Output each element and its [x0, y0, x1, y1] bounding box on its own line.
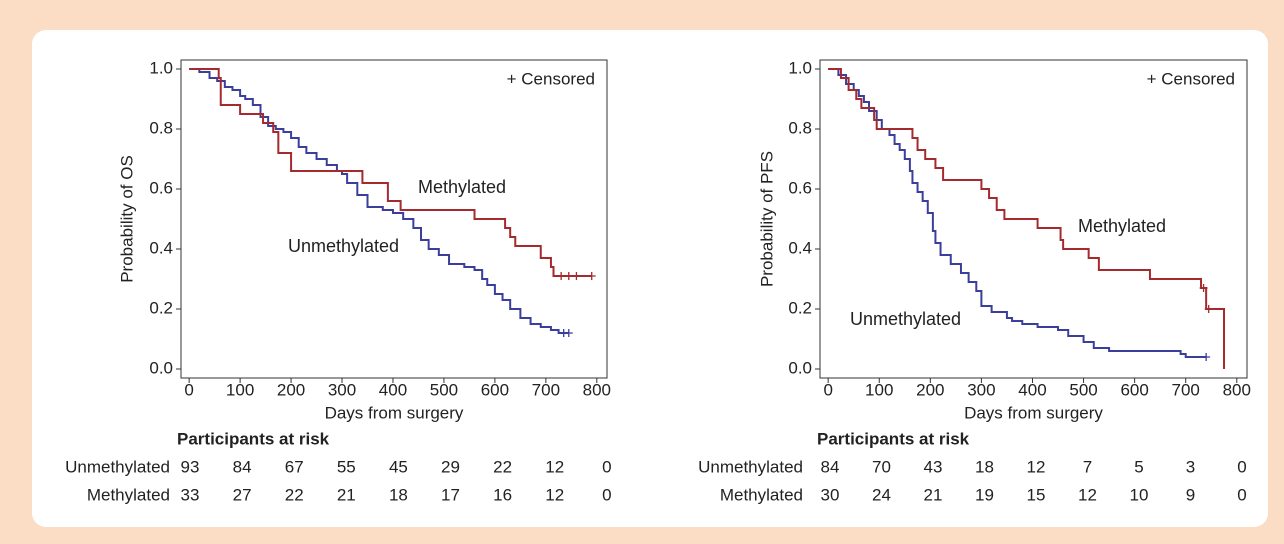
risk-row-name: Methylated [720, 485, 803, 504]
x-tick-label: 400 [1018, 380, 1046, 399]
y-tick-label: 0.8 [149, 118, 173, 137]
risk-count: 5 [1134, 457, 1143, 476]
survival-curve [189, 68, 592, 277]
x-tick-label: 100 [226, 380, 254, 399]
series-label: Unmethylated [850, 309, 961, 329]
y-tick-label: 0.2 [788, 298, 812, 317]
y-tick-label: 0.2 [149, 298, 173, 317]
censor-mark [1202, 353, 1211, 361]
y-tick-label: 1.0 [149, 58, 173, 77]
x-tick-label: 500 [430, 380, 458, 399]
risk-count: 12 [1027, 457, 1046, 476]
legend-text: + Censored [507, 69, 595, 88]
y-tick-label: 0.4 [149, 238, 173, 257]
risk-count: 3 [1186, 457, 1195, 476]
risk-count: 12 [545, 457, 564, 476]
risk-count: 15 [1027, 485, 1046, 504]
x-tick-label: 700 [532, 380, 560, 399]
risk-count: 29 [441, 457, 460, 476]
risk-count: 0 [602, 457, 611, 476]
risk-count: 93 [181, 457, 200, 476]
x-axis-label: Days from surgery [964, 403, 1103, 422]
x-axis-label: Days from surgery [325, 403, 464, 422]
y-tick-label: 0.0 [788, 358, 812, 377]
risk-count: 27 [233, 485, 252, 504]
censor-mark [564, 329, 573, 337]
x-tick-label: 800 [583, 380, 611, 399]
risk-count: 18 [975, 457, 994, 476]
risk-table-title: Participants at risk [177, 429, 330, 448]
risk-count: 12 [1078, 485, 1097, 504]
censor-mark [1199, 284, 1208, 292]
series-label: Methylated [418, 177, 506, 197]
risk-count: 22 [285, 485, 304, 504]
survival-curve [828, 68, 1207, 358]
x-tick-label: 300 [328, 380, 356, 399]
x-tick-label: 700 [1172, 380, 1200, 399]
risk-count: 30 [821, 485, 840, 504]
x-tick-label: 100 [865, 380, 893, 399]
x-tick-label: 600 [481, 380, 509, 399]
plot-frame [180, 59, 608, 379]
risk-count: 55 [337, 457, 356, 476]
survival-curve [828, 68, 1226, 369]
risk-count: 21 [337, 485, 356, 504]
risk-count: 19 [975, 485, 994, 504]
censor-mark [572, 272, 581, 280]
risk-count: 17 [441, 485, 460, 504]
y-tick-label: 0.0 [149, 358, 173, 377]
risk-row-name: Methylated [87, 485, 170, 504]
legend-text: + Censored [1147, 69, 1235, 88]
y-tick-label: 1.0 [788, 58, 812, 77]
y-tick-label: 0.6 [149, 178, 173, 197]
x-tick-label: 0 [823, 380, 832, 399]
panel [32, 30, 1268, 527]
y-axis-label: Probability of PFS [757, 151, 776, 287]
plot-frame [819, 59, 1248, 379]
survival-curve [189, 68, 569, 334]
y-tick-label: 0.8 [788, 118, 812, 137]
risk-count: 70 [872, 457, 891, 476]
x-tick-label: 200 [916, 380, 944, 399]
x-tick-label: 200 [277, 380, 305, 399]
risk-count: 0 [1237, 457, 1246, 476]
series-label: Unmethylated [288, 236, 399, 256]
x-tick-label: 500 [1069, 380, 1097, 399]
risk-count: 43 [924, 457, 943, 476]
risk-count: 0 [602, 485, 611, 504]
risk-count: 67 [285, 457, 304, 476]
risk-count: 21 [924, 485, 943, 504]
censor-mark [1204, 305, 1213, 313]
risk-count: 22 [493, 457, 512, 476]
risk-count: 33 [181, 485, 200, 504]
y-tick-label: 0.6 [788, 178, 812, 197]
x-tick-label: 400 [379, 380, 407, 399]
risk-count: 7 [1083, 457, 1092, 476]
risk-table-title: Participants at risk [817, 429, 970, 448]
risk-count: 10 [1130, 485, 1149, 504]
risk-count: 45 [389, 457, 408, 476]
x-tick-label: 0 [184, 380, 193, 399]
censor-mark [557, 272, 566, 280]
series-label: Methylated [1078, 216, 1166, 236]
risk-count: 18 [389, 485, 408, 504]
y-axis-label: Probability of OS [117, 155, 136, 283]
y-tick-label: 0.4 [788, 238, 812, 257]
risk-count: 24 [872, 485, 891, 504]
x-tick-label: 300 [967, 380, 995, 399]
x-tick-label: 600 [1120, 380, 1148, 399]
censor-mark [564, 272, 573, 280]
risk-count: 0 [1237, 485, 1246, 504]
risk-count: 16 [493, 485, 512, 504]
risk-count: 9 [1186, 485, 1195, 504]
risk-count: 84 [233, 457, 252, 476]
risk-row-name: Unmethylated [65, 457, 170, 476]
risk-count: 12 [545, 485, 564, 504]
risk-count: 84 [821, 457, 840, 476]
censor-mark [587, 272, 596, 280]
risk-row-name: Unmethylated [698, 457, 803, 476]
x-tick-label: 800 [1223, 380, 1251, 399]
